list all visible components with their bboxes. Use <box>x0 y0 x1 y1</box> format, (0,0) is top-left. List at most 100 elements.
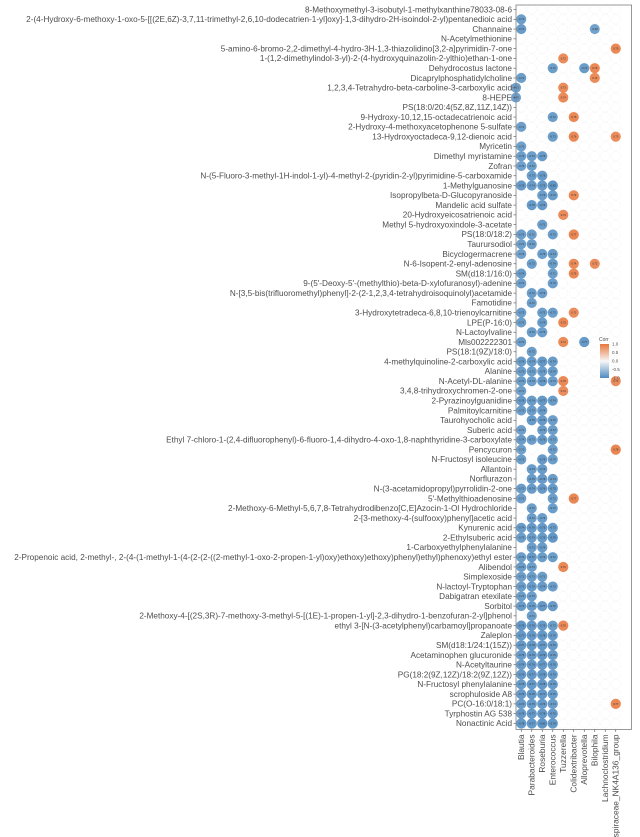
grid-cell <box>610 229 621 240</box>
grid-cell <box>558 200 569 210</box>
correlation-circle <box>558 376 569 387</box>
grid-cell <box>547 4 558 15</box>
grid-cell <box>537 14 548 25</box>
grid-cell <box>600 679 611 690</box>
grid-cell <box>589 386 600 396</box>
grid-cell <box>568 161 579 171</box>
correlation-circle <box>547 248 558 260</box>
grid-cell <box>558 395 569 406</box>
grid-cell <box>526 73 537 83</box>
correlation-circle <box>537 170 548 181</box>
grid-cell <box>558 699 569 709</box>
grid-cell <box>579 307 590 318</box>
correlation-value: -0.72 <box>539 223 545 227</box>
correlation-circle <box>547 424 558 436</box>
correlation-value: -0.78 <box>550 721 556 725</box>
grid-cell <box>568 601 579 611</box>
row-label: PG(18:2(9Z,12Z)/18:2(9Z,12Z)) <box>398 670 512 679</box>
grid-cell <box>600 73 611 83</box>
grid-cell <box>579 210 590 220</box>
grid-cell <box>579 239 590 250</box>
correlation-circle <box>516 493 527 504</box>
correlation-value: -0.76 <box>550 604 556 608</box>
grid-cell <box>589 53 600 64</box>
correlation-circle <box>579 336 590 348</box>
correlation-value: -0.76 <box>539 457 545 461</box>
grid-cell <box>600 503 611 514</box>
correlation-value: -0.71 <box>518 389 524 393</box>
grid-cell <box>600 376 611 386</box>
correlation-value: -0.72 <box>529 164 535 168</box>
correlation-circle <box>526 405 537 416</box>
grid-cell <box>579 493 590 504</box>
grid-cell <box>537 493 548 504</box>
grid-cell <box>589 346 600 357</box>
correlation-value: -0.73 <box>539 428 545 432</box>
grid-cell <box>600 249 611 259</box>
grid-cell <box>600 82 611 93</box>
correlation-circle <box>537 620 548 631</box>
correlation-circle <box>568 111 579 123</box>
correlation-value: -0.76 <box>518 712 524 716</box>
correlation-value: -0.75 <box>539 526 545 530</box>
correlation-value: -0.72 <box>550 496 556 500</box>
grid-cell <box>579 288 590 298</box>
grid-cell <box>589 474 600 484</box>
grid-cell <box>600 513 611 523</box>
grid-cell <box>600 581 611 592</box>
correlation-circle <box>537 688 548 700</box>
grid-cell <box>568 43 579 54</box>
correlation-circle <box>526 600 537 612</box>
grid-cell <box>558 43 569 54</box>
correlation-value: -0.76 <box>529 653 535 657</box>
correlation-value: -0.76 <box>518 672 524 676</box>
correlation-value: -0.74 <box>550 262 556 266</box>
grid-cell <box>568 562 579 572</box>
correlation-value: -0.74 <box>550 702 556 706</box>
correlation-value: -0.73 <box>550 418 556 422</box>
correlation-circle <box>526 698 537 709</box>
correlation-circle <box>547 630 558 641</box>
grid-cell <box>600 122 611 132</box>
correlation-value: -0.73 <box>550 135 556 139</box>
grid-cell <box>600 562 611 572</box>
grid-cell <box>547 151 558 162</box>
correlation-circle <box>526 356 537 367</box>
column-label: Bilophila <box>590 734 600 766</box>
correlation-circle <box>526 483 537 494</box>
grid-cell <box>568 415 579 426</box>
correlation-circle <box>516 649 527 661</box>
row-label: 4-methylquinoline-2-carboxylic acid <box>384 357 512 366</box>
grid-cell <box>526 43 537 54</box>
correlation-circle <box>537 718 548 729</box>
row-label: N-Fructosyl phenylalanine <box>417 680 512 689</box>
grid-cell <box>547 571 558 582</box>
correlation-circle <box>537 356 548 367</box>
grid-cell <box>610 532 621 543</box>
grid-cell <box>579 454 590 465</box>
grid-cell <box>589 337 600 347</box>
grid-cell <box>589 141 600 152</box>
grid-cell <box>537 239 548 250</box>
grid-cell <box>537 503 548 514</box>
correlation-value: -0.72 <box>529 301 535 305</box>
grid-cell <box>610 356 621 367</box>
grid-cell <box>568 718 579 729</box>
grid-cell <box>537 562 548 572</box>
correlation-circle <box>516 640 527 651</box>
correlation-circle <box>547 376 558 387</box>
grid-cell <box>526 337 537 347</box>
grid-cell <box>537 258 548 269</box>
grid-cell <box>589 679 600 690</box>
correlation-circle <box>547 415 558 426</box>
correlation-value: -0.75 <box>518 653 524 657</box>
grid-cell <box>568 278 579 289</box>
grid-cell <box>579 268 590 279</box>
grid-cell <box>579 73 590 83</box>
grid-cell <box>600 483 611 494</box>
correlation-value: -0.73 <box>539 291 545 295</box>
grid-cell <box>589 552 600 563</box>
correlation-value: -0.72 <box>529 350 535 354</box>
correlation-circle <box>526 434 537 445</box>
correlation-value: -0.74 <box>518 271 524 275</box>
